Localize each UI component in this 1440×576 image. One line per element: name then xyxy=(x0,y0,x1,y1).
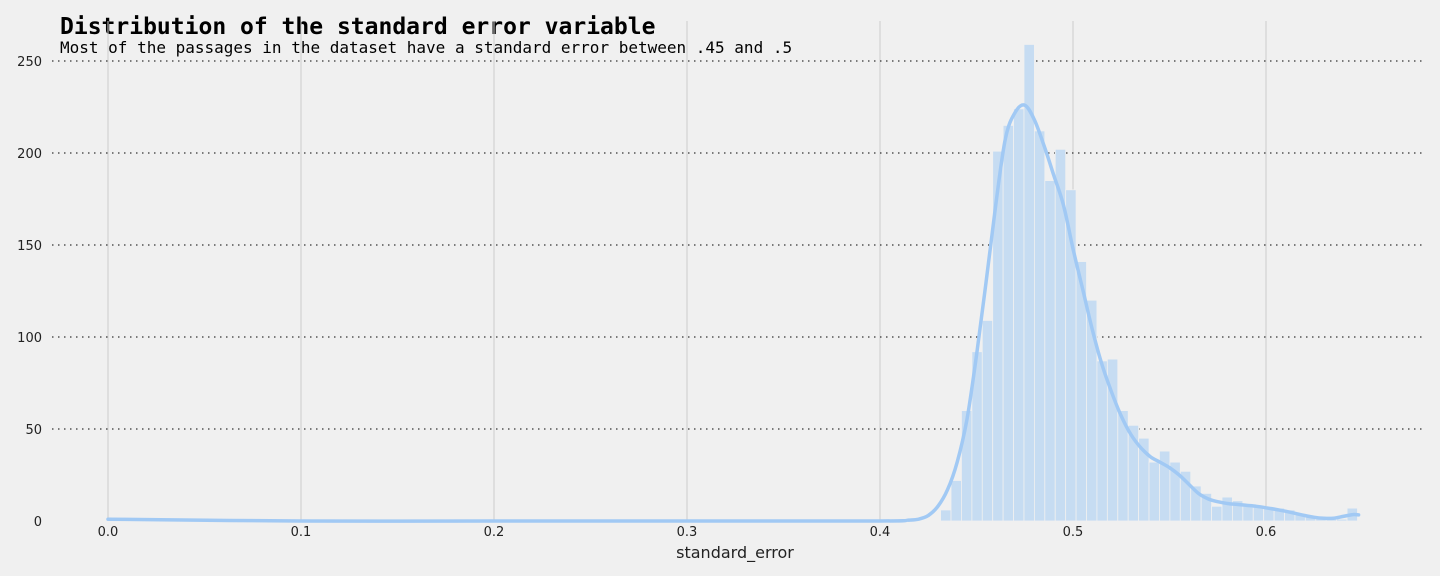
horizontal-gridlines xyxy=(52,60,1425,430)
histogram-bar xyxy=(1336,518,1348,522)
histogram-bar xyxy=(1034,130,1046,522)
histogram-bar xyxy=(1013,108,1025,522)
x-axis-tick-labels: 0.0 0.1 0.2 0.3 0.4 0.5 0.6 xyxy=(98,525,1277,540)
histogram-bar xyxy=(1002,125,1014,522)
x-tick-label: 0.1 xyxy=(291,525,312,540)
histogram-bar xyxy=(1044,180,1056,522)
x-tick-label: 0.3 xyxy=(677,525,698,540)
y-tick-label: 50 xyxy=(25,423,42,438)
chart-title: Distribution of the standard error varia… xyxy=(60,14,655,40)
x-tick-label: 0.6 xyxy=(1256,525,1277,540)
histogram-bar xyxy=(1148,461,1160,522)
y-axis-tick-labels: 0 50 100 150 200 250 xyxy=(17,55,42,530)
y-tick-label: 0 xyxy=(34,515,42,530)
histogram-bar xyxy=(1221,496,1233,522)
histogram-bar xyxy=(981,320,994,522)
y-tick-label: 100 xyxy=(17,331,42,346)
y-tick-label: 150 xyxy=(17,239,42,254)
y-tick-label: 250 xyxy=(17,55,42,70)
x-tick-label: 0.4 xyxy=(870,525,891,540)
histogram-bar xyxy=(950,480,962,522)
histogram-bars xyxy=(107,44,1358,522)
x-axis-label: standard_error xyxy=(676,543,794,563)
x-tick-label: 0.2 xyxy=(484,525,505,540)
x-tick-label: 0.0 xyxy=(98,525,119,540)
y-tick-label: 200 xyxy=(17,147,42,162)
histogram-bar xyxy=(1211,505,1223,522)
x-tick-label: 0.5 xyxy=(1063,525,1084,540)
chart-subtitle: Most of the passages in the dataset have… xyxy=(60,38,792,57)
histogram-bar xyxy=(940,509,952,522)
kde-curve xyxy=(106,103,1361,523)
histogram-bar xyxy=(1096,360,1108,522)
